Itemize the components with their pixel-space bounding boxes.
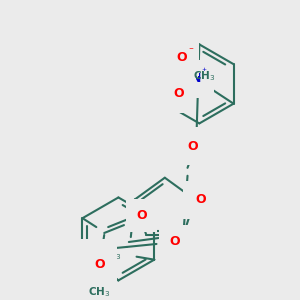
- Text: $^-$: $^-$: [187, 45, 195, 54]
- Text: O: O: [187, 140, 198, 153]
- Text: CH$_3$: CH$_3$: [88, 285, 110, 299]
- Text: O: O: [136, 209, 147, 222]
- Text: O: O: [196, 193, 206, 206]
- Text: $^+$: $^+$: [200, 67, 208, 76]
- Text: O: O: [94, 258, 105, 271]
- Text: N: N: [191, 73, 201, 85]
- Text: CH$_3$: CH$_3$: [99, 248, 122, 262]
- Text: O: O: [173, 87, 184, 100]
- Text: O: O: [176, 51, 187, 64]
- Text: CH$_3$: CH$_3$: [193, 69, 215, 83]
- Text: O: O: [169, 236, 180, 248]
- Text: N: N: [95, 245, 105, 258]
- Text: H: H: [80, 245, 90, 258]
